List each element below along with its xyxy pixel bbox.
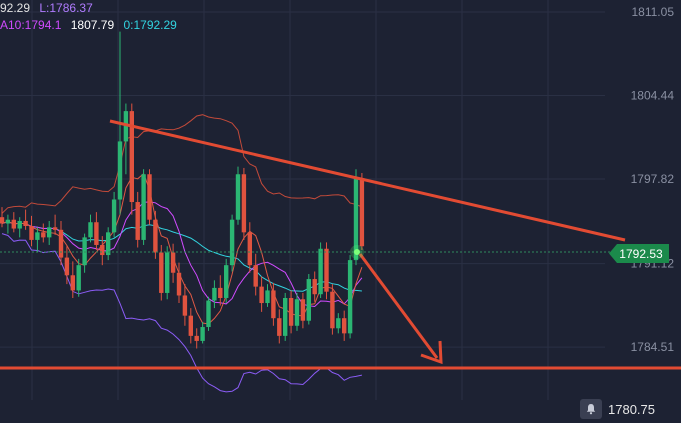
- candle-body: [123, 111, 129, 142]
- candle-body: [200, 327, 205, 341]
- y-tick-label: 1811.05: [632, 5, 675, 19]
- candle-body: [212, 287, 217, 301]
- candle-body: [58, 229, 64, 258]
- candle-body: [11, 219, 16, 229]
- candle-body: [159, 252, 164, 293]
- legend-ma20: 1807.79: [70, 18, 115, 32]
- candle-body: [88, 222, 93, 238]
- candle-body: [5, 219, 11, 224]
- candle-body: [235, 174, 241, 220]
- candlesticks: [0, 31, 365, 349]
- candle-body: [277, 318, 282, 336]
- candle-body: [0, 217, 5, 224]
- candle-body: [259, 286, 264, 304]
- candle-body: [52, 227, 58, 230]
- candle-body: [206, 300, 211, 328]
- lower-band-line: [1, 233, 363, 393]
- candle-body: [182, 295, 188, 316]
- bell-icon[interactable]: [580, 399, 602, 419]
- candle-body: [135, 202, 140, 240]
- candle-body: [241, 174, 247, 233]
- candle-body: [294, 299, 300, 326]
- candle-body: [306, 279, 311, 321]
- upper-band-line: [1, 114, 363, 214]
- candle-body: [176, 272, 182, 296]
- candle-body: [271, 290, 276, 319]
- candle-body: [288, 297, 294, 326]
- candle-body: [359, 178, 365, 247]
- candle-body: [17, 220, 22, 229]
- candle-body: [342, 318, 347, 334]
- forecast-arrow-shaft: [358, 253, 439, 359]
- candle-body: [82, 237, 87, 266]
- candle-body: [312, 279, 317, 295]
- legend-ma10: A10:1794.1: [0, 18, 62, 32]
- indicator-legend: 92.29 L:1786.37 A10:1794.1 1807.79 0:179…: [0, 0, 183, 34]
- candle-body: [141, 174, 146, 240]
- candle-body: [100, 244, 105, 256]
- candle-body: [23, 220, 28, 227]
- legend-low: L:1786.37: [39, 1, 93, 15]
- candle-body: [29, 226, 34, 240]
- candle-body: [41, 232, 46, 238]
- candle-body: [64, 257, 70, 276]
- legend-ma5: 92.29: [0, 1, 31, 15]
- candle-body: [129, 111, 134, 203]
- candle-body: [336, 318, 341, 329]
- bottom-price-readout: 1780.75: [608, 401, 655, 417]
- candle-body: [283, 297, 288, 336]
- candle-body: [224, 265, 229, 298]
- chart-grid: [0, 0, 605, 400]
- candle-body: [324, 248, 329, 292]
- candle-body: [194, 335, 199, 341]
- candle-body: [76, 265, 81, 291]
- candle-body: [229, 219, 235, 266]
- candle-body: [70, 275, 75, 291]
- candle-body: [117, 141, 123, 200]
- candle-body: [94, 222, 99, 245]
- y-tick-label: 1784.51: [631, 340, 675, 354]
- candle-body: [153, 219, 158, 253]
- candle-body: [188, 315, 193, 336]
- candle-body: [247, 232, 252, 266]
- indicator-lines: [1, 114, 363, 393]
- candle-body: [47, 227, 52, 238]
- trend-annotations: [0, 119, 681, 370]
- bottom-bar: 1780.75: [580, 397, 681, 421]
- descending-trendline: [109, 119, 626, 242]
- candle-body: [300, 299, 306, 321]
- candle-body: [170, 252, 176, 273]
- candle-body: [218, 287, 223, 298]
- candle-body: [35, 232, 40, 240]
- candle-body: [253, 265, 258, 287]
- candle-body: [330, 291, 335, 329]
- candle-body: [106, 232, 111, 256]
- y-tick-label: 1804.44: [631, 88, 675, 102]
- y-tick-label: 1797.82: [631, 172, 675, 186]
- current-price-tag: 1792.53: [609, 244, 669, 263]
- candle-body: [111, 199, 117, 233]
- forecast-arrow-head: [420, 340, 443, 365]
- candle-body: [347, 260, 353, 334]
- candle-body: [165, 252, 170, 293]
- candle-body: [265, 290, 270, 304]
- candle-body: [318, 248, 323, 295]
- legend-ma30: 0:1792.29: [123, 18, 177, 32]
- candle-body: [147, 174, 152, 220]
- candle-body: [353, 178, 359, 261]
- price-dot: [354, 249, 360, 255]
